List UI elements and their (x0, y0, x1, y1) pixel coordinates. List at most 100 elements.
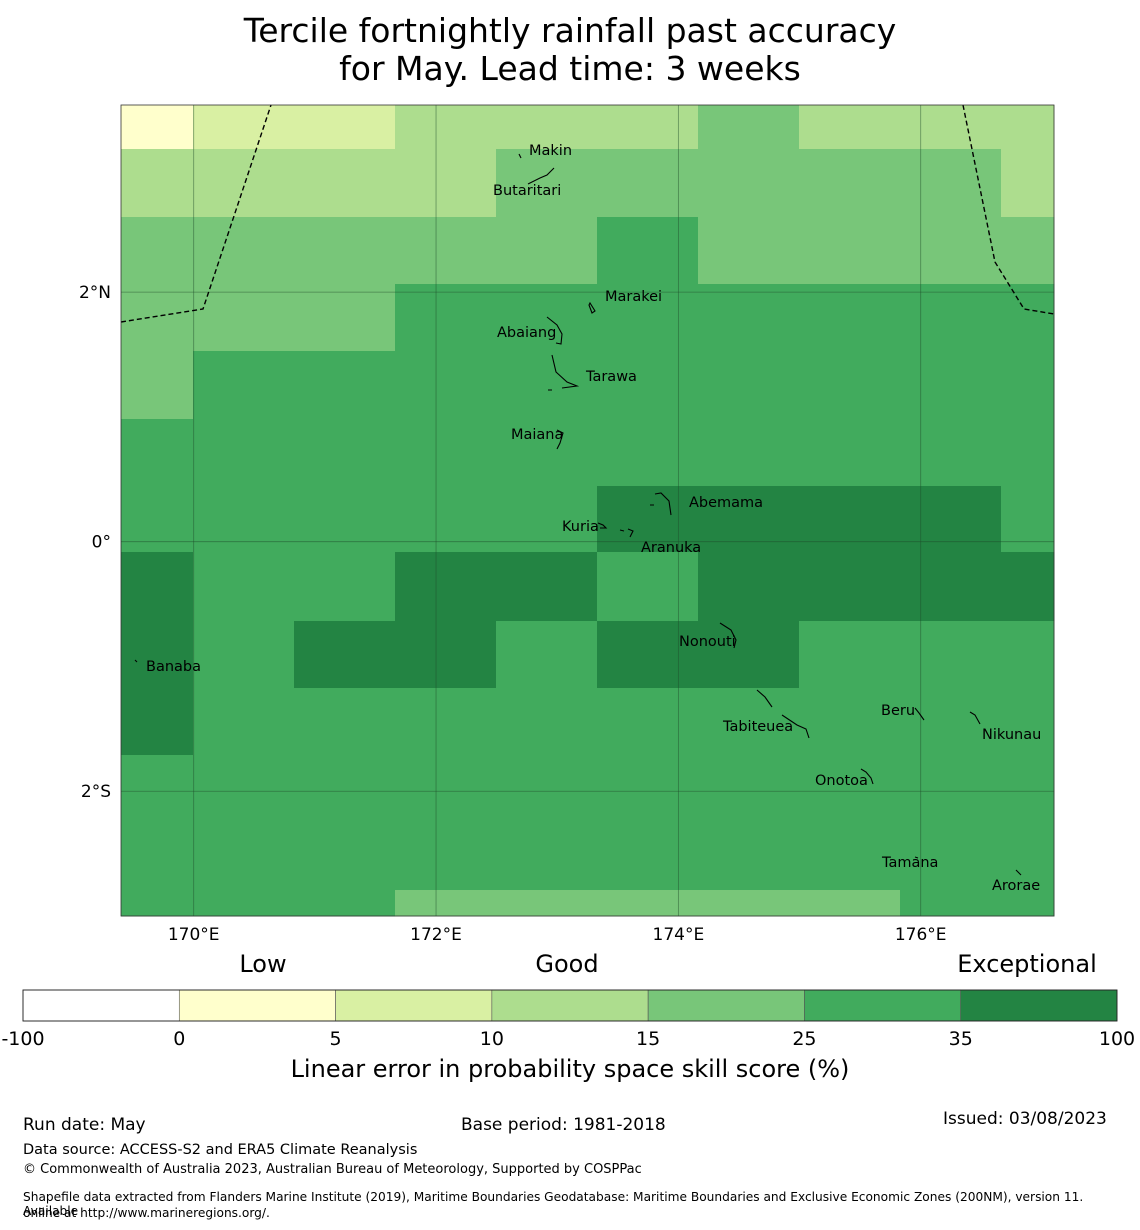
map-title-line-1: Tercile fortnightly rainfall past accura… (243, 11, 897, 50)
colorbar-bin (804, 989, 962, 1022)
island-coastline (597, 522, 634, 538)
skill-cell (294, 105, 396, 150)
island-label: Tarawa (585, 369, 637, 385)
skill-cell (395, 149, 496, 217)
island-coastline (650, 492, 672, 516)
island-label: Tabiteuea (722, 719, 793, 735)
skill-cell (597, 621, 799, 688)
colorbar-tick-label: 25 (792, 1028, 816, 1050)
eez-boundary-east (962, 104, 1055, 315)
skill-cell (496, 419, 598, 487)
colorbar-bin (22, 989, 180, 1022)
skill-cell (799, 149, 901, 218)
data-source: Data source: ACCESS-S2 and ERA5 Climate … (23, 1142, 418, 1158)
skill-cell (121, 890, 395, 916)
skill-cell (121, 105, 194, 150)
skill-cell (1001, 486, 1054, 552)
island-label: Tamana (881, 855, 938, 871)
skill-cell (121, 755, 193, 916)
colorbar-bin (178, 989, 336, 1022)
island-coastlines (134, 153, 1022, 876)
base-period: Base period: 1981-2018 (461, 1115, 666, 1135)
skill-cell (193, 217, 295, 285)
colorbar (22, 989, 1118, 1022)
skill-cell (496, 621, 597, 688)
island-label: Abemama (689, 495, 763, 511)
map-frame (120, 104, 1055, 917)
run-date: Run date: May (23, 1115, 146, 1135)
skill-cell (1001, 419, 1055, 487)
skill-cell (900, 890, 1054, 916)
latitude-tick-label: 2°N (79, 283, 111, 303)
skill-cell (900, 149, 1002, 218)
colorbar-tick-label: 5 (330, 1028, 342, 1050)
island-coastline (546, 316, 563, 345)
skill-cell (395, 419, 497, 487)
island-coastline (518, 153, 522, 159)
island-coastline (1015, 869, 1022, 876)
island-coastline (556, 429, 564, 450)
skill-cell (1001, 284, 1055, 352)
skill-cell (395, 552, 597, 621)
island-coastline (548, 354, 580, 391)
skill-cell (597, 419, 699, 487)
island-coastline (860, 768, 874, 785)
skill-cell (1001, 351, 1055, 420)
island-label: Banaba (146, 659, 201, 675)
skill-cell (496, 284, 598, 352)
skill-cell (121, 217, 194, 285)
skill-cell (193, 284, 395, 351)
skill-cell (799, 419, 901, 487)
island-label: Maiana (511, 427, 563, 443)
longitude-tick-label: 176°E (895, 925, 947, 945)
island-label: Abaiang (497, 325, 556, 341)
colorbar-tick-label: 10 (480, 1028, 504, 1050)
colorbar-tick-label: 100 (1099, 1028, 1135, 1050)
skill-cell (597, 284, 699, 352)
eez-boundary-west (120, 104, 272, 323)
colorbar-tick-label: -100 (1, 1028, 44, 1050)
skill-cell (121, 149, 194, 218)
skill-cell (496, 149, 598, 218)
skill-cell (193, 351, 395, 419)
shapefile-credit-line-2: online at http://www.marineregions.org/. (23, 1206, 270, 1220)
skill-cell (597, 552, 698, 621)
island-label: Nikunau (982, 727, 1041, 743)
latitude-tick-labels: 2°N 0° 2°S (79, 283, 111, 802)
skill-cell (395, 486, 497, 553)
shapefile-credit-line-1: Shapefile data extracted from Flanders M… (23, 1190, 1084, 1218)
island-label: Marakei (605, 289, 662, 305)
island-coastline (914, 707, 925, 721)
skill-cell (294, 149, 396, 218)
skill-cell (294, 486, 396, 553)
skill-cell (395, 105, 497, 150)
skill-cell (496, 351, 598, 420)
colorbar-bin (647, 989, 805, 1022)
copyright: © Commonwealth of Australia 2023, Austra… (23, 1162, 642, 1177)
island-coastline (527, 167, 555, 185)
colorbar-title: Linear error in probability space skill … (291, 1055, 850, 1083)
skill-cell (799, 621, 1054, 688)
island-coastline (134, 659, 138, 663)
skill-cell (395, 890, 900, 916)
skill-cell (698, 552, 1054, 621)
colorbar-label-exceptional: Exceptional (957, 950, 1097, 978)
island-label: Onotoa (815, 773, 868, 789)
longitude-tick-labels: 170°E 172°E 174°E 176°E (168, 925, 947, 945)
skill-cell (395, 284, 497, 352)
colorbar-tick-labels: -100 0 5 10 15 25 35 100 (1, 1028, 1135, 1050)
skill-map: Makin Butaritari Marakei Abaiang Tarawa Maian… (1, 104, 1135, 1083)
island-coastline (756, 689, 810, 739)
colorbar-tick-label: 35 (949, 1028, 973, 1050)
skill-cell (193, 621, 294, 688)
skill-cell (799, 351, 901, 420)
colorbar-bin (491, 989, 649, 1022)
skill-cell (193, 688, 1054, 890)
skill-cell (900, 419, 1002, 487)
skill-cell (900, 351, 1002, 420)
skill-cell (193, 552, 395, 621)
skill-cell (395, 351, 497, 420)
latitude-tick-label: 2°S (81, 782, 111, 802)
island-coastline (914, 856, 919, 859)
island-labels: Makin Butaritari Marakei Abaiang Tarawa Maian… (146, 143, 1041, 894)
